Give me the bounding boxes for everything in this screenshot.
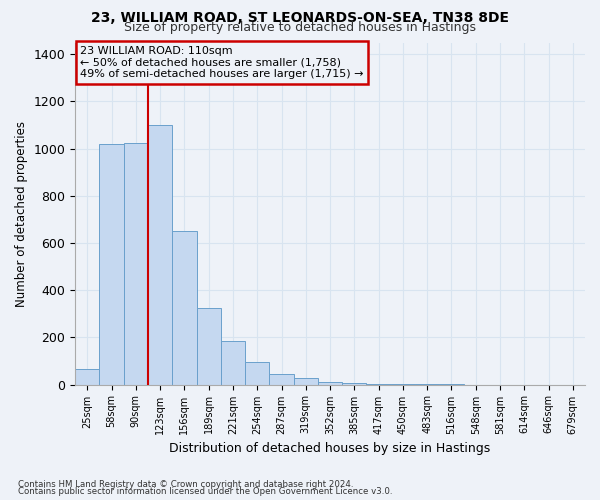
Bar: [148, 125, 172, 384]
Bar: [318, 382, 342, 384]
Bar: [75, 369, 100, 384]
X-axis label: Distribution of detached houses by size in Hastings: Distribution of detached houses by size …: [169, 442, 491, 455]
Y-axis label: Number of detached properties: Number of detached properties: [15, 120, 28, 306]
Text: 23, WILLIAM ROAD, ST LEONARDS-ON-SEA, TN38 8DE: 23, WILLIAM ROAD, ST LEONARDS-ON-SEA, TN…: [91, 11, 509, 25]
Bar: [197, 308, 221, 384]
Bar: [100, 144, 124, 384]
Text: 23 WILLIAM ROAD: 110sqm
← 50% of detached houses are smaller (1,758)
49% of semi: 23 WILLIAM ROAD: 110sqm ← 50% of detache…: [80, 46, 364, 79]
Bar: [221, 341, 245, 384]
Bar: [172, 231, 197, 384]
Bar: [124, 143, 148, 384]
Text: Contains HM Land Registry data © Crown copyright and database right 2024.: Contains HM Land Registry data © Crown c…: [18, 480, 353, 489]
Bar: [269, 374, 293, 384]
Bar: [293, 378, 318, 384]
Text: Size of property relative to detached houses in Hastings: Size of property relative to detached ho…: [124, 21, 476, 34]
Text: Contains public sector information licensed under the Open Government Licence v3: Contains public sector information licen…: [18, 488, 392, 496]
Bar: [245, 362, 269, 384]
